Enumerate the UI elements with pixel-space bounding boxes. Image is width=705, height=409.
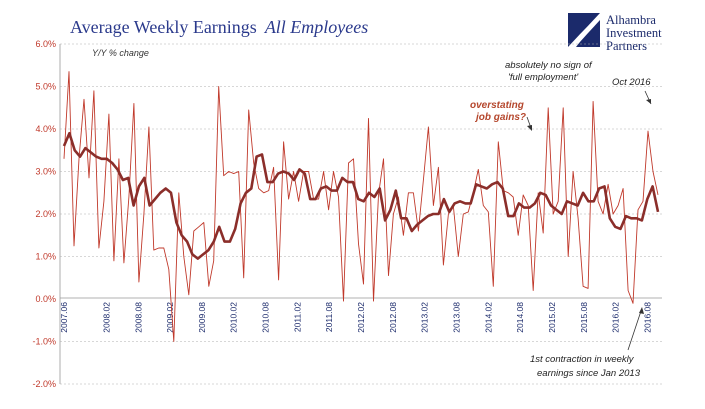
logo-line-3: Partners <box>606 39 647 53</box>
chart-title-em: All Employees <box>264 17 368 37</box>
chart-svg: Average Weekly Earnings All Employees Y/… <box>0 0 705 409</box>
x-tick-label: 2011.08 <box>324 302 334 332</box>
y-tick-label: -2.0% <box>32 379 56 389</box>
y-tick-label: 5.0% <box>35 82 56 92</box>
chart-title-main: Average Weekly Earnings <box>70 17 257 37</box>
company-logo: Alhambra Investment Partners <box>568 13 662 53</box>
x-tick-label: 2014.08 <box>515 302 525 333</box>
y-tick-label: -1.0% <box>32 337 56 347</box>
x-tick-label: 2010.02 <box>229 302 239 333</box>
annotation-oct2016: Oct 2016 <box>612 77 651 88</box>
annotation-contraction-1: 1st contraction in weekly <box>530 354 635 365</box>
logo-line-2: Investment <box>606 26 662 40</box>
x-tick-label: 2016.02 <box>611 302 621 333</box>
series-lines <box>64 72 658 342</box>
x-tick-label: 2009.08 <box>197 302 207 333</box>
chart-subtitle: Y/Y % change <box>92 48 149 58</box>
y-tick-label: 3.0% <box>35 167 56 177</box>
y-tick-label: 2.0% <box>35 209 56 219</box>
y-tick-label: 4.0% <box>35 124 56 134</box>
annotation-overstating-2: job gains? <box>474 112 526 123</box>
annotation-oct2016-arrowhead <box>646 99 651 104</box>
x-tick-label: 2008.02 <box>101 302 111 333</box>
y-axis-ticks: 6.0% 5.0% 4.0% 3.0% 2.0% 1.0% 0.0% -1.0% -2.0% <box>32 39 56 389</box>
x-tick-label: 2014.02 <box>483 302 493 333</box>
x-tick-label: 2008.08 <box>133 302 143 333</box>
series-line-thin <box>64 72 658 342</box>
x-tick-label: 2012.08 <box>388 302 398 333</box>
annotation-contraction-arrow <box>628 311 641 350</box>
logo-line-1: Alhambra <box>606 13 656 27</box>
x-tick-label: 2013.02 <box>420 302 430 333</box>
chart-title: Average Weekly Earnings All Employees <box>70 17 368 37</box>
annotation-full-employment-1: absolutely no sign of <box>505 60 593 71</box>
y-tick-label: 1.0% <box>35 252 56 262</box>
x-tick-label: 2009.02 <box>165 302 175 333</box>
annotation-full-employment-2: 'full employment' <box>508 72 579 83</box>
y-tick-label: 0.0% <box>35 294 56 304</box>
y-tick-label: 6.0% <box>35 39 56 49</box>
x-tick-label: 2015.08 <box>579 302 589 333</box>
x-axis-ticks: 2007.06 2008.02 2008.08 2009.02 2009.08 2010.… <box>59 302 652 333</box>
x-tick-label: 2013.08 <box>451 302 461 333</box>
x-tick-label: 2011.02 <box>292 302 302 332</box>
x-tick-label: 2007.06 <box>59 302 69 333</box>
annotation-overstating-arrowhead <box>527 125 532 131</box>
x-tick-label: 2010.08 <box>261 302 271 333</box>
x-tick-label: 2015.02 <box>547 302 557 333</box>
x-tick-label: 2012.02 <box>356 302 366 333</box>
annotation-overstating-1: overstating <box>470 100 524 111</box>
annotation-contraction-2: earnings since Jan 2013 <box>537 368 641 379</box>
x-tick-label: 2016.08 <box>642 302 652 333</box>
